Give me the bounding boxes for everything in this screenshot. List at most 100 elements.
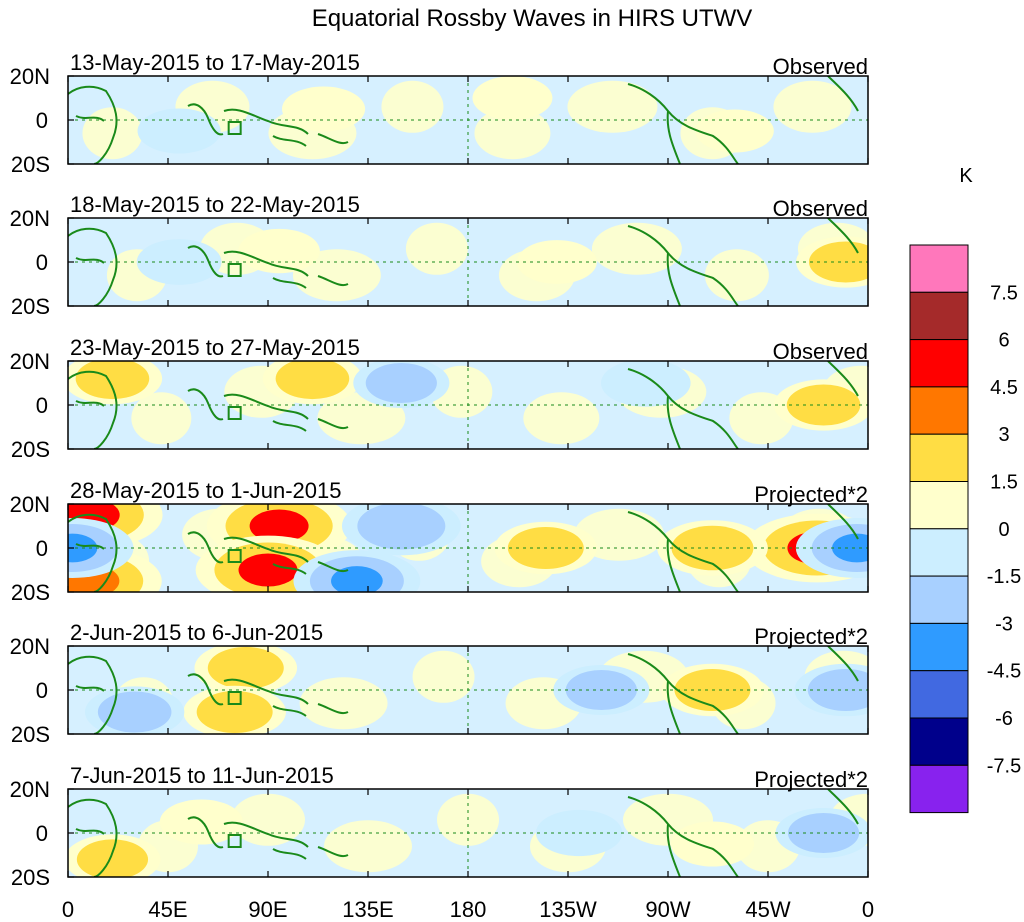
colorbar-level-label: -3 xyxy=(995,613,1013,635)
panel-6: 20N 0 20S 7-Jun-2015 to 11-Jun-2015 Projecte… xyxy=(10,763,869,890)
wave-band xyxy=(324,820,412,873)
coastline xyxy=(68,370,118,449)
y-tick-label: 0 xyxy=(36,536,48,561)
coastline xyxy=(187,388,224,421)
panel-label: Projected*2 xyxy=(754,767,868,792)
anomaly-mid xyxy=(75,361,150,400)
coastline xyxy=(827,361,859,397)
coastline xyxy=(187,245,224,278)
colorbar-swatch xyxy=(909,481,969,530)
colorbar-level-label: -4.5 xyxy=(987,661,1021,683)
coastline xyxy=(317,275,349,286)
island-box xyxy=(227,121,242,135)
island-box xyxy=(227,834,242,848)
coastline xyxy=(317,846,349,857)
coastline xyxy=(187,103,224,136)
coastlines xyxy=(68,504,859,592)
anomaly-outer xyxy=(136,239,222,285)
coastline xyxy=(75,543,105,550)
coastline xyxy=(68,655,118,734)
colorbar-level-label: 7.5 xyxy=(990,282,1018,304)
colorbar-level-label: 3 xyxy=(998,424,1009,446)
panel-label: Projected*2 xyxy=(754,624,868,649)
colorbar-units: K xyxy=(959,165,973,187)
coastlines xyxy=(68,646,859,734)
wave-band xyxy=(381,80,444,133)
colorbar-swatch xyxy=(909,433,969,483)
coastlines xyxy=(68,789,859,877)
panel-label: Observed xyxy=(773,196,868,221)
anomaly-mid xyxy=(786,384,861,426)
coastline xyxy=(187,816,224,849)
island-box xyxy=(227,691,242,705)
colorbar-swatch xyxy=(909,291,969,341)
panels-group: 20N 0 20S 13-May-2015 to 17-May-2015 Observe… xyxy=(10,50,869,890)
y-tick-label: 20N xyxy=(10,492,50,517)
y-tick-label: 20S xyxy=(11,437,50,462)
island-box xyxy=(227,263,242,277)
wave-band xyxy=(523,392,600,445)
coastline xyxy=(187,673,224,706)
anomaly-outer xyxy=(516,240,597,284)
wave-band xyxy=(299,677,388,730)
coastline xyxy=(627,225,739,306)
anomaly-outer xyxy=(472,76,553,120)
coastline xyxy=(317,133,349,144)
coastline xyxy=(75,257,105,264)
x-tick-label: 0 xyxy=(862,897,874,922)
anomaly-outer xyxy=(695,109,774,153)
panel-2: 20N 0 20S 18-May-2015 to 22-May-2015 Observe… xyxy=(10,192,869,319)
anomaly-mid xyxy=(76,839,149,877)
colorbar-level-label: 6 xyxy=(998,330,1009,352)
panel-3: 20N 0 20S 23-May-2015 to 27-May-2015 Observe… xyxy=(10,335,869,462)
anomaly-mid xyxy=(365,363,437,403)
coastlines xyxy=(68,218,859,306)
y-tick-label: 0 xyxy=(36,678,48,703)
anomaly-core xyxy=(238,553,298,587)
panel-date-range: 28-May-2015 to 1-Jun-2015 xyxy=(70,478,342,503)
anomaly-mid xyxy=(275,361,350,400)
coastline xyxy=(827,218,859,254)
anomaly-mid xyxy=(787,813,860,853)
colorbar-swatch xyxy=(909,386,969,435)
x-tick-label: 45W xyxy=(745,897,790,922)
x-axis: 0 45E 90E 135E 180 135W 90W 45W 0 xyxy=(62,897,874,922)
y-tick-label: 0 xyxy=(36,108,48,133)
panel-4: 20N 0 20S 28-May-2015 to 1-Jun-2015 Projecte… xyxy=(10,478,869,605)
coastline xyxy=(272,705,307,717)
coastline xyxy=(223,536,309,563)
coastline xyxy=(627,83,739,164)
y-tick-label: 20S xyxy=(11,294,50,319)
panel-date-range: 18-May-2015 to 22-May-2015 xyxy=(70,192,360,217)
anomaly-outer xyxy=(137,108,221,154)
coastline xyxy=(827,504,859,540)
coastline xyxy=(317,418,349,429)
y-tick-label: 20N xyxy=(10,349,50,374)
colorbar-level-label: 1.5 xyxy=(990,472,1018,494)
coastline xyxy=(827,789,859,825)
coastline xyxy=(223,393,309,420)
coastline xyxy=(272,420,307,432)
panel-label: Projected*2 xyxy=(754,482,868,507)
anomaly-outer xyxy=(670,821,755,867)
coastline xyxy=(272,563,307,575)
coastline xyxy=(75,400,105,407)
coastline xyxy=(272,277,307,289)
anomaly-mid xyxy=(357,504,446,550)
coastline xyxy=(223,250,309,277)
colorbar-level-label: -6 xyxy=(995,708,1013,730)
anomaly-mid xyxy=(807,669,868,711)
coastline xyxy=(68,227,118,306)
island-box xyxy=(227,549,242,563)
coastline xyxy=(666,538,681,592)
colorbar: K 7.5 6 4.5 3 1.5 0 -1.5 -3 -4.5 -6 -7.5 xyxy=(909,165,1021,814)
anomaly-core xyxy=(832,533,868,563)
coastline xyxy=(317,561,349,572)
panel-5: 20N 0 20S 2-Jun-2015 to 6-Jun-2015 Projected… xyxy=(10,620,869,747)
coastlines xyxy=(68,76,859,164)
y-tick-label: 0 xyxy=(36,393,48,418)
wave-band xyxy=(567,80,658,133)
coastline xyxy=(75,685,105,692)
x-tick-label: 135W xyxy=(539,897,597,922)
